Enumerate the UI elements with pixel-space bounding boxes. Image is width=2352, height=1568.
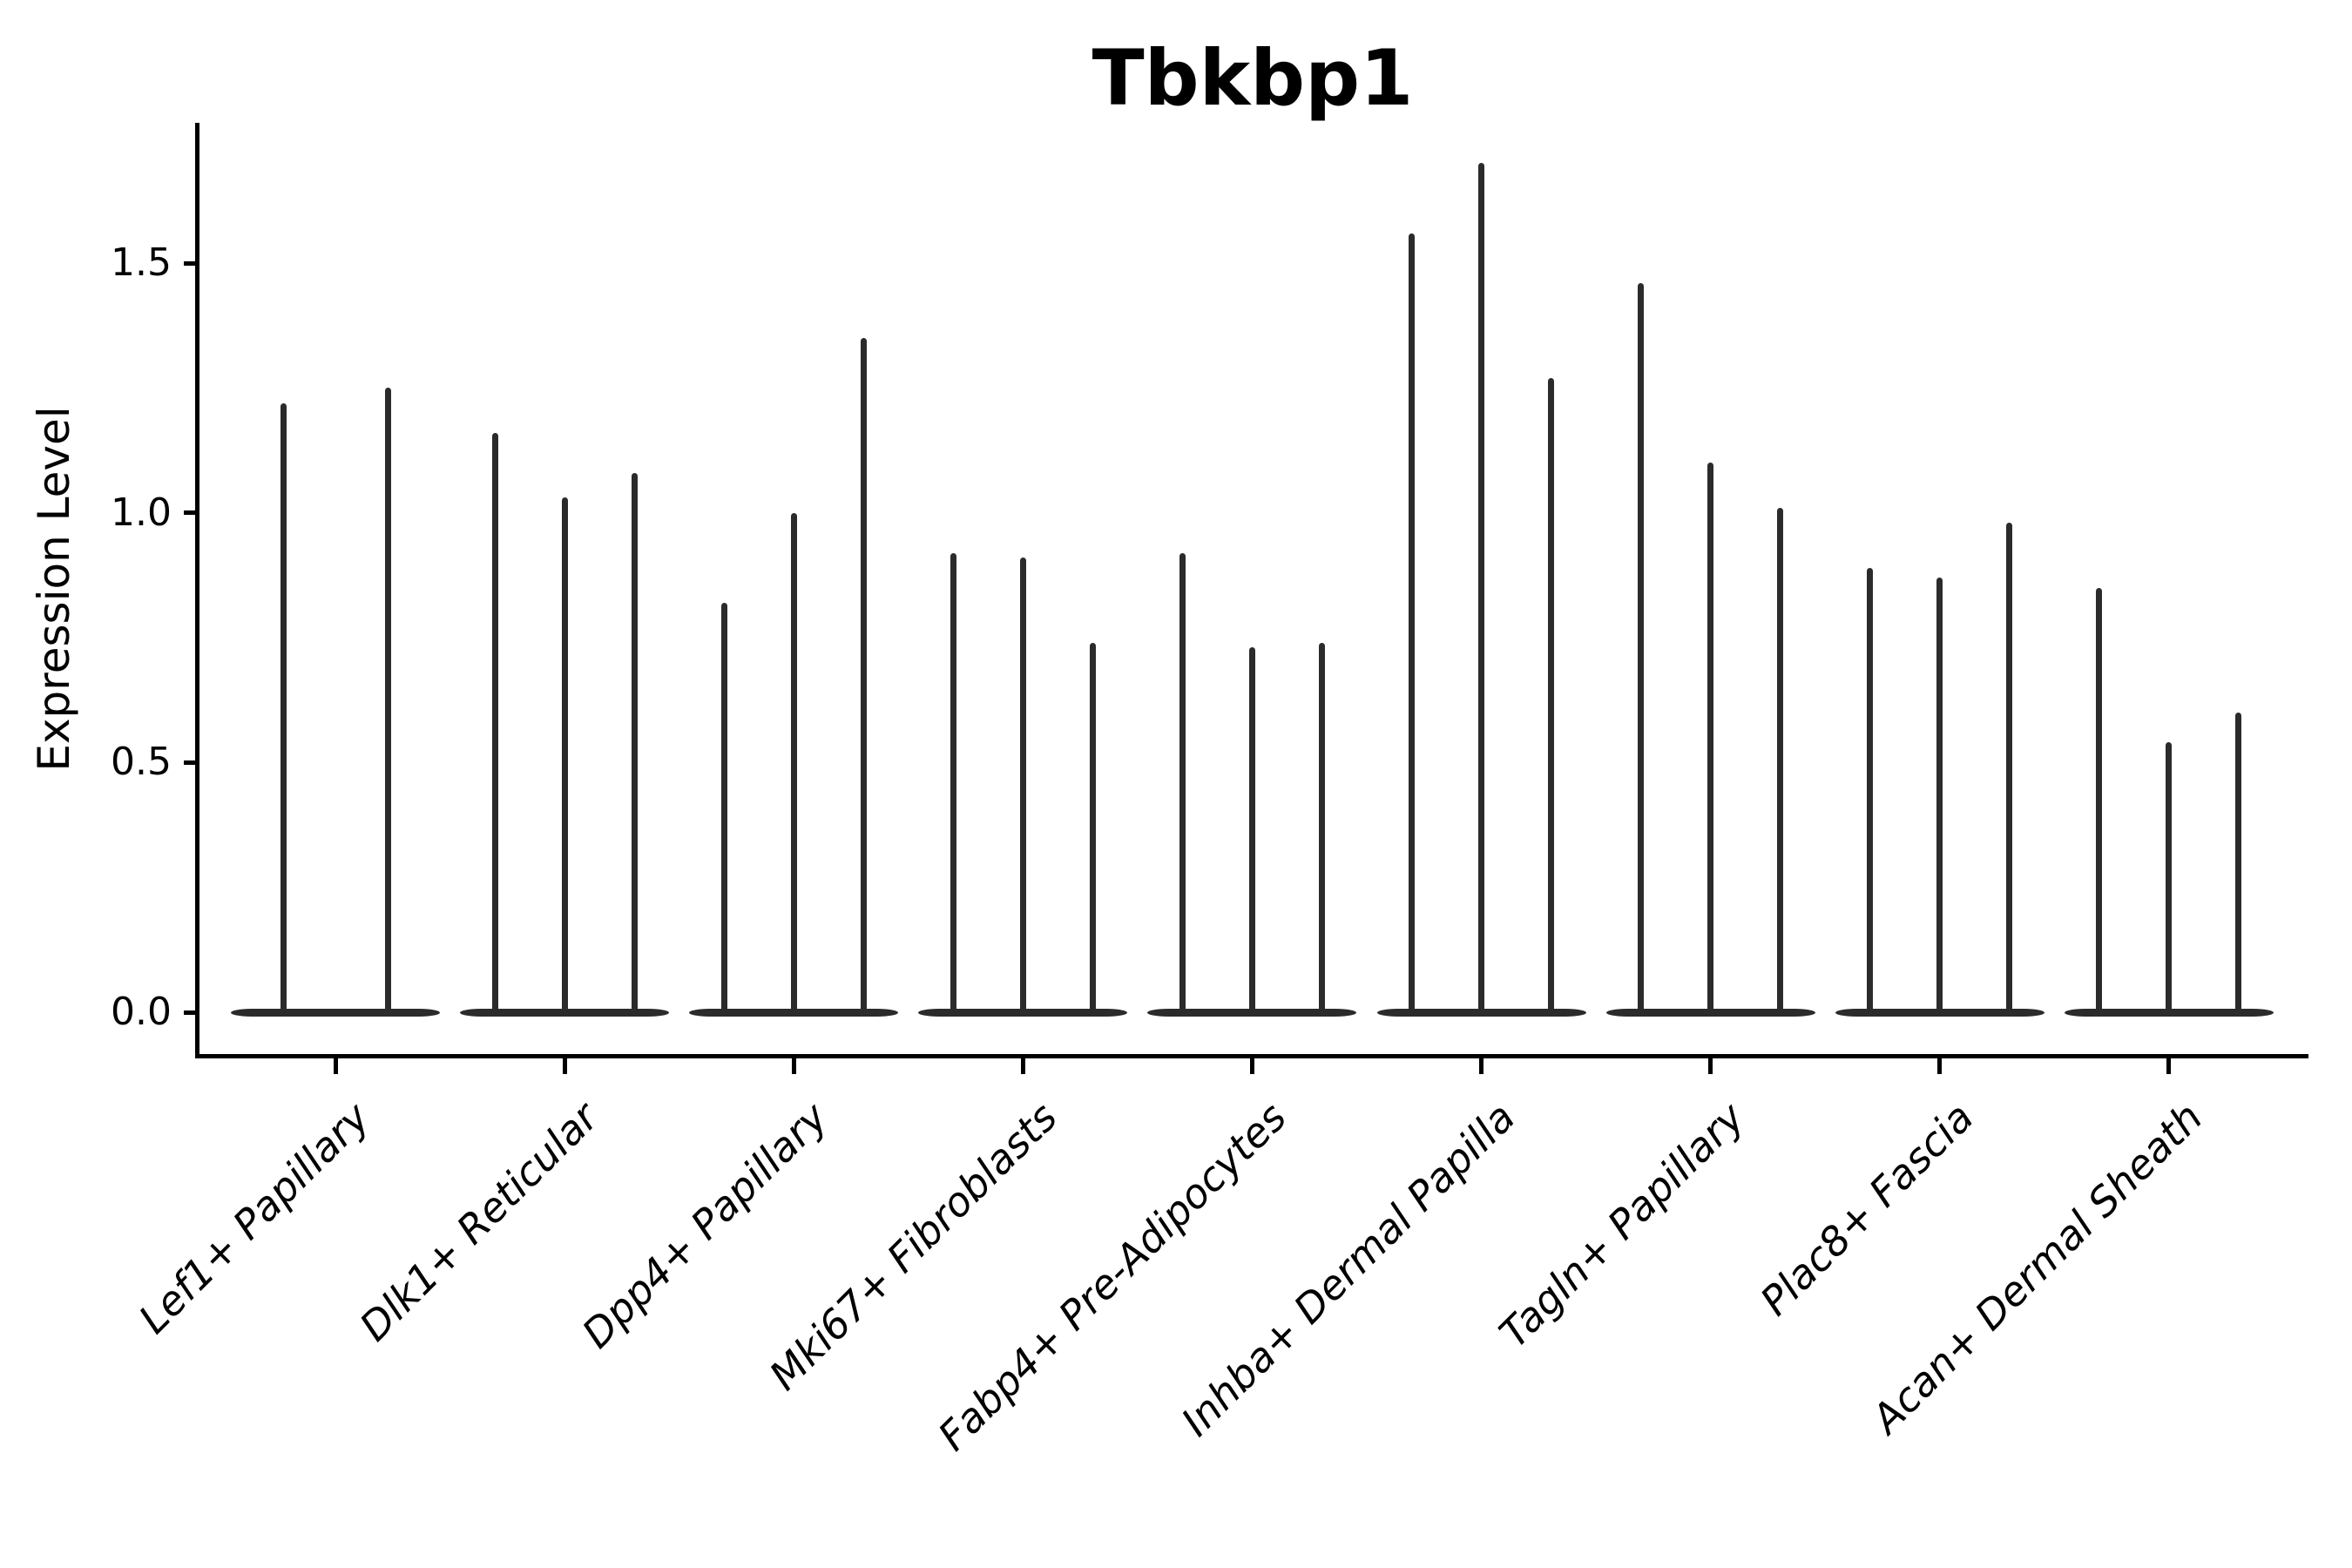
x-tick-mark xyxy=(1937,1058,1943,1074)
violin xyxy=(1019,558,1026,1017)
y-tick-mark xyxy=(184,510,198,516)
y-tick-label: 0.5 xyxy=(111,740,172,785)
x-axis-spine xyxy=(195,1054,2308,1058)
violin-base xyxy=(231,1008,440,1017)
violin xyxy=(561,497,568,1017)
violin xyxy=(1638,282,1645,1017)
violin xyxy=(1867,567,1874,1017)
y-tick-label: 1.5 xyxy=(111,240,172,285)
violin xyxy=(1478,163,1484,1017)
x-tick-mark xyxy=(1020,1058,1025,1074)
violin xyxy=(860,338,867,1017)
y-tick-label: 0.0 xyxy=(111,990,172,1034)
violin xyxy=(1707,463,1714,1017)
y-axis-spine xyxy=(195,123,199,1058)
violin xyxy=(1318,642,1325,1017)
violin xyxy=(720,602,727,1017)
violin xyxy=(631,472,638,1017)
x-tick-label: Dpp4+ Papillary xyxy=(572,1093,837,1357)
x-tick-mark xyxy=(791,1058,796,1074)
y-tick-mark xyxy=(184,1010,198,1015)
violin xyxy=(1248,647,1255,1017)
x-tick-label: Tagln+ Papillary xyxy=(1490,1093,1754,1357)
x-tick-mark xyxy=(562,1058,567,1074)
violin xyxy=(2235,713,2242,1017)
violin xyxy=(1936,578,1943,1017)
violin xyxy=(2006,523,2013,1017)
violin xyxy=(950,552,956,1017)
violin xyxy=(1089,642,1096,1017)
x-tick-label: Lef1+ Papillary xyxy=(129,1093,379,1343)
x-tick-mark xyxy=(333,1058,338,1074)
x-tick-mark xyxy=(1249,1058,1254,1074)
x-tick-label: Plac8+ Fascia xyxy=(1751,1093,1984,1325)
violin xyxy=(1548,377,1554,1017)
x-tick-mark xyxy=(2166,1058,2172,1074)
y-tick-label: 1.0 xyxy=(111,490,172,535)
violin xyxy=(1409,233,1415,1017)
x-tick-mark xyxy=(1708,1058,1713,1074)
violin xyxy=(1179,552,1186,1017)
chart-title: Tbkbp1 xyxy=(1092,33,1414,123)
violin xyxy=(1777,507,1784,1017)
violin xyxy=(790,512,797,1017)
violin xyxy=(384,388,391,1017)
violin xyxy=(2166,742,2173,1017)
x-tick-label: Dlk1+ Reticular xyxy=(350,1093,608,1350)
y-tick-mark xyxy=(184,760,198,765)
x-tick-mark xyxy=(1479,1058,1484,1074)
violin xyxy=(280,402,287,1017)
y-tick-mark xyxy=(184,260,198,266)
violin xyxy=(2096,587,2103,1017)
violin xyxy=(491,432,498,1017)
